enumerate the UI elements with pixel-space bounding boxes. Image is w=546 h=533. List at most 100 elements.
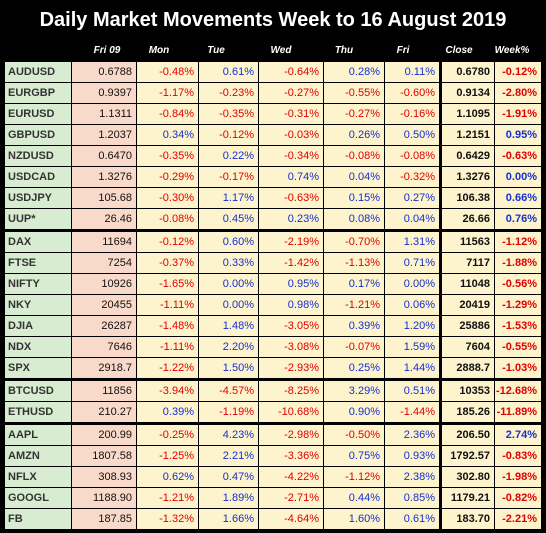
cell-tue: 2.20% bbox=[199, 337, 258, 357]
cell-close: 10353 bbox=[442, 381, 494, 401]
cell-wed: -4.22% bbox=[259, 467, 323, 487]
cell-fri: 0.11% bbox=[385, 62, 439, 82]
cell-mon: -0.29% bbox=[137, 167, 198, 187]
cell-wed: -0.64% bbox=[259, 62, 323, 82]
cell-fri09: 26.46 bbox=[72, 209, 136, 229]
header-mon: Mon bbox=[148, 45, 170, 56]
cell-wed: -0.03% bbox=[259, 125, 323, 145]
cell-thu: 0.28% bbox=[324, 62, 384, 82]
cell-wed: -2.71% bbox=[259, 488, 323, 508]
cell-mon: -1.11% bbox=[137, 337, 198, 357]
cell-week: 2.74% bbox=[495, 425, 541, 445]
cell-close: 11563 bbox=[442, 232, 494, 252]
cell-mon: -0.37% bbox=[137, 253, 198, 273]
cell-tue: 1.17% bbox=[199, 188, 258, 208]
ticker-label: FB bbox=[5, 509, 71, 529]
ticker-label: UUP* bbox=[5, 209, 71, 229]
ticker-label: NIFTY bbox=[5, 274, 71, 294]
cell-thu: 0.25% bbox=[324, 358, 384, 378]
cell-thu: 0.15% bbox=[324, 188, 384, 208]
cell-fri: 0.61% bbox=[385, 509, 439, 529]
cell-thu: 1.60% bbox=[324, 509, 384, 529]
cell-tue: 0.61% bbox=[199, 62, 258, 82]
cell-fri09: 10926 bbox=[72, 274, 136, 294]
cell-thu: 0.39% bbox=[324, 316, 384, 336]
cell-tue: 0.22% bbox=[199, 146, 258, 166]
cell-fri: 1.20% bbox=[385, 316, 439, 336]
cell-fri: -0.08% bbox=[385, 146, 439, 166]
cell-tue: 2.21% bbox=[199, 446, 258, 466]
header-fri09: Fri 09 bbox=[93, 45, 121, 56]
cell-mon: -3.94% bbox=[137, 381, 198, 401]
cell-close: 1179.21 bbox=[442, 488, 494, 508]
cell-fri09: 20455 bbox=[72, 295, 136, 315]
cell-thu: 0.08% bbox=[324, 209, 384, 229]
cell-wed: 0.98% bbox=[259, 295, 323, 315]
cell-close: 0.9134 bbox=[442, 83, 494, 103]
cell-tue: 1.48% bbox=[199, 316, 258, 336]
ticker-label: SPX bbox=[5, 358, 71, 378]
cell-fri09: 308.93 bbox=[72, 467, 136, 487]
cell-mon: -1.25% bbox=[137, 446, 198, 466]
cell-close: 0.6780 bbox=[442, 62, 494, 82]
ticker-label: GOOGL bbox=[5, 488, 71, 508]
cell-tue: -0.17% bbox=[199, 167, 258, 187]
ticker-label: FTSE bbox=[5, 253, 71, 273]
cell-thu: 0.44% bbox=[324, 488, 384, 508]
cell-week: 0.76% bbox=[495, 209, 541, 229]
cell-fri09: 1188.90 bbox=[72, 488, 136, 508]
cell-thu: 3.29% bbox=[324, 381, 384, 401]
cell-week: -1.29% bbox=[495, 295, 541, 315]
header-wed: Wed bbox=[270, 45, 292, 56]
cell-fri09: 0.6788 bbox=[72, 62, 136, 82]
cell-fri09: 1.3276 bbox=[72, 167, 136, 187]
cell-wed: -0.27% bbox=[259, 83, 323, 103]
cell-close: 26.66 bbox=[442, 209, 494, 229]
cell-tue: 0.33% bbox=[199, 253, 258, 273]
ticker-label: EURUSD bbox=[5, 104, 71, 124]
cell-wed: -2.93% bbox=[259, 358, 323, 378]
cell-fri09: 105.68 bbox=[72, 188, 136, 208]
cell-thu: 0.75% bbox=[324, 446, 384, 466]
cell-thu: 0.26% bbox=[324, 125, 384, 145]
cell-fri09: 187.85 bbox=[72, 509, 136, 529]
cell-tue: 0.45% bbox=[199, 209, 258, 229]
cell-mon: 0.62% bbox=[137, 467, 198, 487]
cell-mon: -0.48% bbox=[137, 62, 198, 82]
cell-wed: -10.68% bbox=[259, 402, 323, 422]
cell-fri09: 1.1311 bbox=[72, 104, 136, 124]
cell-mon: -0.12% bbox=[137, 232, 198, 252]
cell-fri09: 11694 bbox=[72, 232, 136, 252]
cell-thu: -0.27% bbox=[324, 104, 384, 124]
cell-wed: 0.95% bbox=[259, 274, 323, 294]
cell-week: -0.56% bbox=[495, 274, 541, 294]
cell-fri: -1.44% bbox=[385, 402, 439, 422]
group-separator bbox=[5, 230, 541, 232]
ticker-label: BTCUSD bbox=[5, 381, 71, 401]
cell-wed: -0.31% bbox=[259, 104, 323, 124]
cell-wed: 0.74% bbox=[259, 167, 323, 187]
cell-close: 1792.57 bbox=[442, 446, 494, 466]
cell-mon: -0.08% bbox=[137, 209, 198, 229]
cell-wed: -3.05% bbox=[259, 316, 323, 336]
cell-close: 7604 bbox=[442, 337, 494, 357]
cell-fri09: 210.27 bbox=[72, 402, 136, 422]
cell-fri: 2.38% bbox=[385, 467, 439, 487]
cell-close: 0.6429 bbox=[442, 146, 494, 166]
cell-mon: -0.30% bbox=[137, 188, 198, 208]
cell-close: 185.26 bbox=[442, 402, 494, 422]
cell-wed: 0.23% bbox=[259, 209, 323, 229]
cell-week: -1.03% bbox=[495, 358, 541, 378]
cell-wed: -2.98% bbox=[259, 425, 323, 445]
cell-close: 20419 bbox=[442, 295, 494, 315]
cell-fri: 0.71% bbox=[385, 253, 439, 273]
cell-mon: -1.21% bbox=[137, 488, 198, 508]
cell-fri: -0.16% bbox=[385, 104, 439, 124]
cell-thu: -0.08% bbox=[324, 146, 384, 166]
cell-mon: -1.11% bbox=[137, 295, 198, 315]
cell-week: -2.21% bbox=[495, 509, 541, 529]
cell-close: 1.3276 bbox=[442, 167, 494, 187]
cell-thu: 0.90% bbox=[324, 402, 384, 422]
cell-close: 25886 bbox=[442, 316, 494, 336]
header-fri: Fri bbox=[396, 45, 410, 56]
